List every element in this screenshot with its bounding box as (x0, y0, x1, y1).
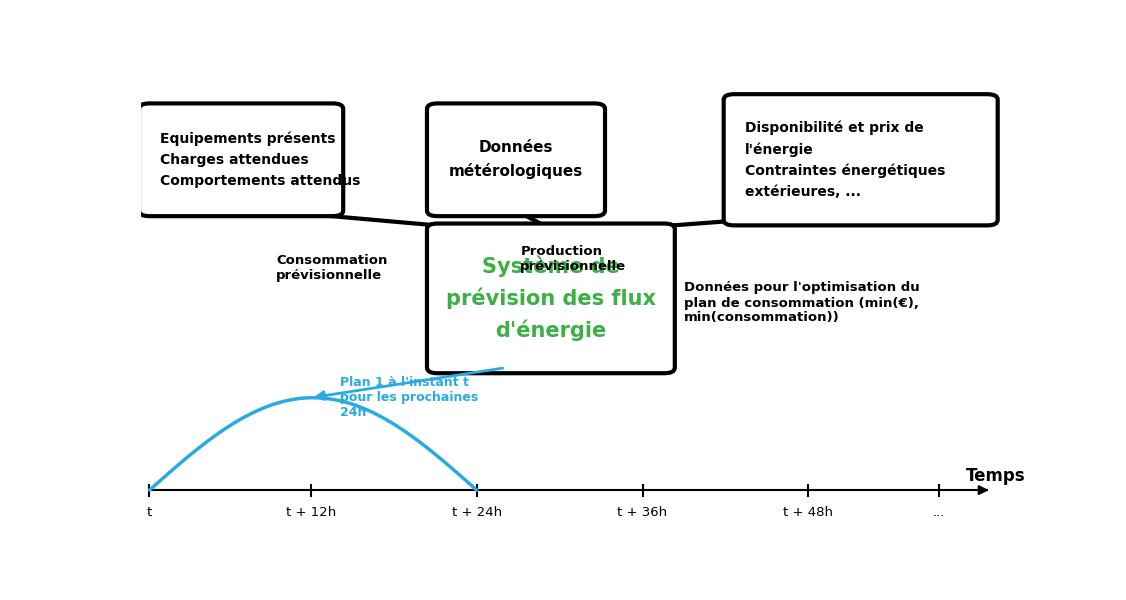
Text: Disponibilité et prix de
l'énergie
Contraintes énergétiques
extérieures, ...: Disponibilité et prix de l'énergie Contr… (744, 121, 945, 199)
Text: Données
métérologiques: Données métérologiques (449, 140, 583, 179)
FancyBboxPatch shape (138, 103, 343, 216)
Text: t: t (146, 506, 152, 519)
Text: Temps: Temps (965, 467, 1025, 485)
Text: Plan 1 à l'instant t
pour les prochaines
24h: Plan 1 à l'instant t pour les prochaines… (340, 376, 477, 419)
Text: Consommation
prévisionnelle: Consommation prévisionnelle (276, 254, 387, 283)
Text: t + 36h: t + 36h (617, 506, 668, 519)
FancyBboxPatch shape (724, 94, 998, 226)
Text: Système de
prévision des flux
d'énergie: Système de prévision des flux d'énergie (446, 256, 656, 341)
Text: t + 12h: t + 12h (286, 506, 336, 519)
Text: t + 48h: t + 48h (784, 506, 833, 519)
FancyBboxPatch shape (427, 103, 605, 216)
Text: Equipements présents
Charges attendues
Comportements attendus: Equipements présents Charges attendues C… (160, 132, 360, 188)
Text: t + 24h: t + 24h (452, 506, 502, 519)
Text: Production
prévisionnelle: Production prévisionnelle (520, 245, 626, 273)
Text: Données pour l'optimisation du
plan de consommation (min(€),
min(consommation)): Données pour l'optimisation du plan de c… (683, 281, 919, 325)
Text: ...: ... (933, 506, 946, 519)
FancyBboxPatch shape (427, 224, 674, 373)
